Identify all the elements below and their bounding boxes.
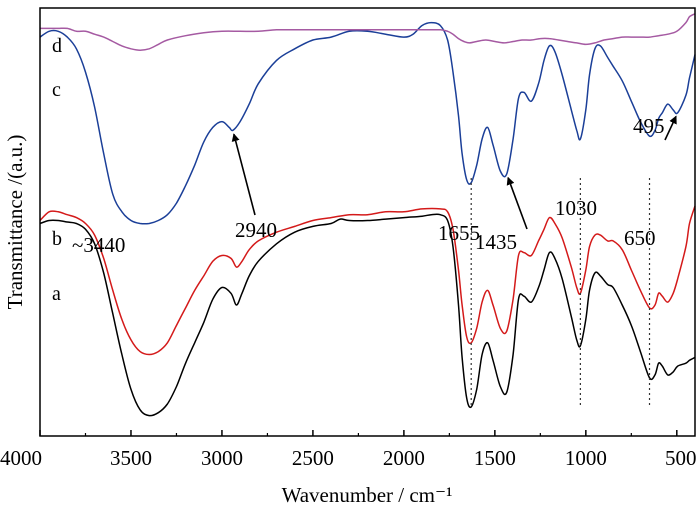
x-tick-label-500: 500 <box>665 446 697 470</box>
x-tick-label-1500: 1500 <box>474 446 516 470</box>
plot-frame <box>39 7 696 437</box>
series-b-line <box>39 205 696 356</box>
annotation-495-label: 495 <box>633 114 665 138</box>
annotation-650-label: 650 <box>624 226 656 250</box>
annotation-1655-label: 1655 <box>438 221 480 245</box>
x-tick-label-2000: 2000 <box>383 446 425 470</box>
series-d-line <box>40 13 696 51</box>
annotation-495-arrow <box>664 115 677 141</box>
y-axis-title: Transmittance /(a.u.) <box>3 135 27 310</box>
series-c-label: c <box>52 79 61 101</box>
annotation-1435-arrow <box>506 176 528 230</box>
series-layer: a b cd <box>39 13 696 417</box>
x-tick-label-4000: 4000 <box>0 446 42 470</box>
annotation-2940-label: 2940 <box>235 218 277 242</box>
series-c-line <box>39 21 696 225</box>
annotation-1435-label: 1435 <box>475 230 517 254</box>
x-tick-label-2500: 2500 <box>292 446 334 470</box>
x-tick-label-1000: 1000 <box>565 446 607 470</box>
x-tick-label-3000: 3000 <box>201 446 243 470</box>
series-a-label: a <box>52 283 61 305</box>
ticks-layer: 4000 3500 3000 2500 2000 1500 1000 500 <box>0 430 697 470</box>
annotation-2940-arrow <box>231 133 256 216</box>
series-b-label: b <box>52 228 62 250</box>
series-d-label: d <box>52 35 62 57</box>
annotation-1030-label: 1030 <box>555 196 597 220</box>
x-tick-label-3500: 3500 <box>110 446 152 470</box>
series-a-line <box>39 213 696 417</box>
annotation-3440-label: ~3440 <box>72 233 125 257</box>
x-axis-title: Wavenumber / cm⁻¹ <box>282 483 453 507</box>
